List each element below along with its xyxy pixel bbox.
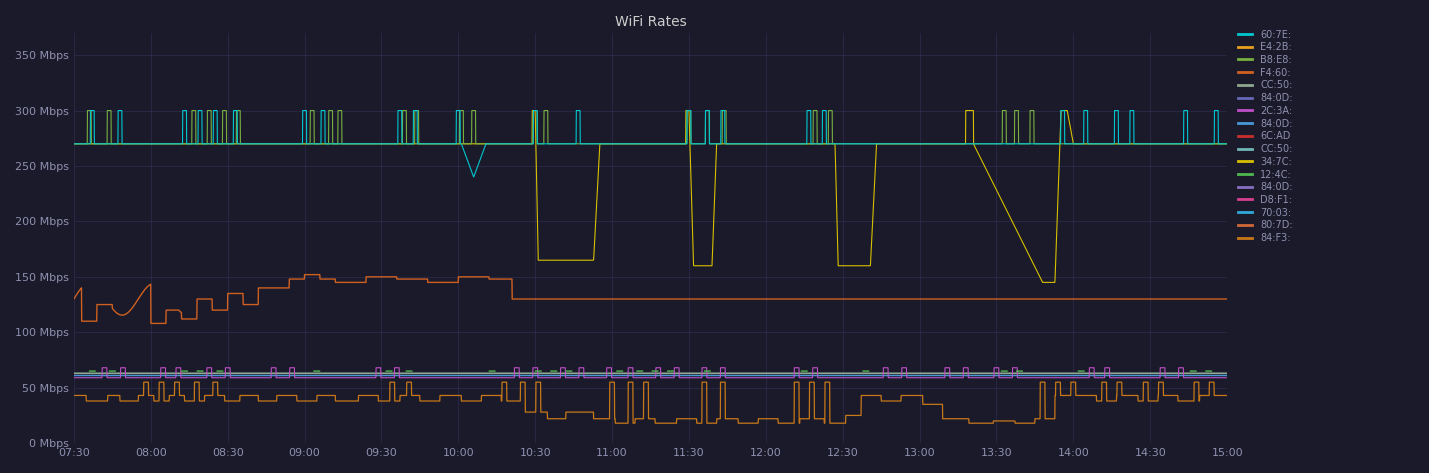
Legend: 60:7E:, E4:2B:, B8:E8:, F4:60:, CC:50:, 84:0D:, 2C:3A:, 84:0D:, 6C:AD, CC:50:, 3: 60:7E:, E4:2B:, B8:E8:, F4:60:, CC:50:, … (1238, 30, 1293, 243)
Title: WiFi Rates: WiFi Rates (614, 15, 686, 29)
